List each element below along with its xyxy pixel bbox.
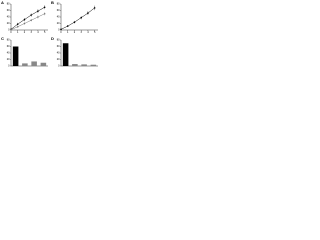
y-tick-label: 80: [7, 3, 10, 6]
line: [10, 13, 45, 30]
point: [66, 25, 69, 27]
bar: [90, 64, 97, 66]
y-tick-label: 0: [58, 65, 60, 68]
point: [16, 25, 19, 28]
point: [43, 12, 46, 15]
bar: [62, 43, 69, 66]
point: [93, 7, 96, 9]
y-tick-label: 40: [57, 16, 60, 19]
line: [60, 7, 95, 30]
y-tick-label: 40: [7, 52, 10, 55]
x-tick-label: 2: [24, 31, 26, 34]
bar: [81, 64, 87, 66]
y-tick-label: 40: [57, 52, 60, 55]
x-tick-label: 5: [94, 31, 96, 34]
point: [30, 19, 32, 22]
y-tick-label: 80: [7, 39, 10, 42]
y-tick-label: 80: [57, 39, 60, 42]
panel-label: A: [1, 0, 4, 5]
y-tick-label: 60: [57, 9, 60, 12]
bar: [31, 61, 37, 66]
x-tick-label: 2: [74, 31, 76, 34]
y-tick-label: 80: [57, 3, 60, 6]
y-tick-label: 20: [57, 22, 60, 25]
x-tick-label: 1: [67, 31, 69, 34]
point: [73, 21, 76, 24]
y-tick-label: 20: [57, 58, 60, 61]
x-tick-label: 4: [87, 31, 89, 34]
point: [60, 28, 62, 31]
y-tick-label: 60: [7, 9, 10, 12]
panel-label: C: [1, 36, 4, 41]
x-tick-label: 5: [44, 31, 46, 34]
point: [37, 10, 39, 12]
point: [23, 22, 26, 25]
y-tick-label: 20: [7, 22, 10, 25]
bar: [22, 63, 28, 66]
x-tick-label: 0: [60, 31, 62, 34]
point: [37, 16, 39, 18]
point: [10, 28, 12, 31]
point: [43, 6, 46, 9]
y-tick-label: 0: [8, 65, 10, 68]
bar: [40, 62, 47, 66]
x-tick-label: 3: [30, 31, 32, 34]
bar: [12, 46, 19, 66]
panel-label: B: [51, 0, 54, 5]
point: [16, 23, 19, 25]
point: [80, 16, 82, 19]
x-tick-label: 4: [37, 31, 39, 34]
y-tick-label: 20: [7, 58, 10, 61]
point: [23, 18, 26, 21]
x-tick-label: 1: [17, 31, 19, 34]
page: A 0 20 40 60 80 0 1 2 3 4 5 B 0 20 40 60 80 0 1 2 3 4 5 C 0 20 40 60…: [0, 0, 320, 72]
x-tick-label: 0: [10, 31, 12, 34]
point: [87, 12, 89, 14]
y-tick-label: 60: [57, 45, 60, 48]
point: [30, 14, 32, 16]
panel-label: D: [51, 36, 54, 41]
y-tick-label: 0: [8, 29, 10, 32]
y-tick-label: 0: [58, 29, 60, 32]
bar: [72, 64, 78, 66]
x-tick-label: 3: [80, 31, 82, 34]
y-tick-label: 40: [7, 16, 10, 19]
y-tick-label: 60: [7, 45, 10, 48]
line: [10, 7, 45, 30]
